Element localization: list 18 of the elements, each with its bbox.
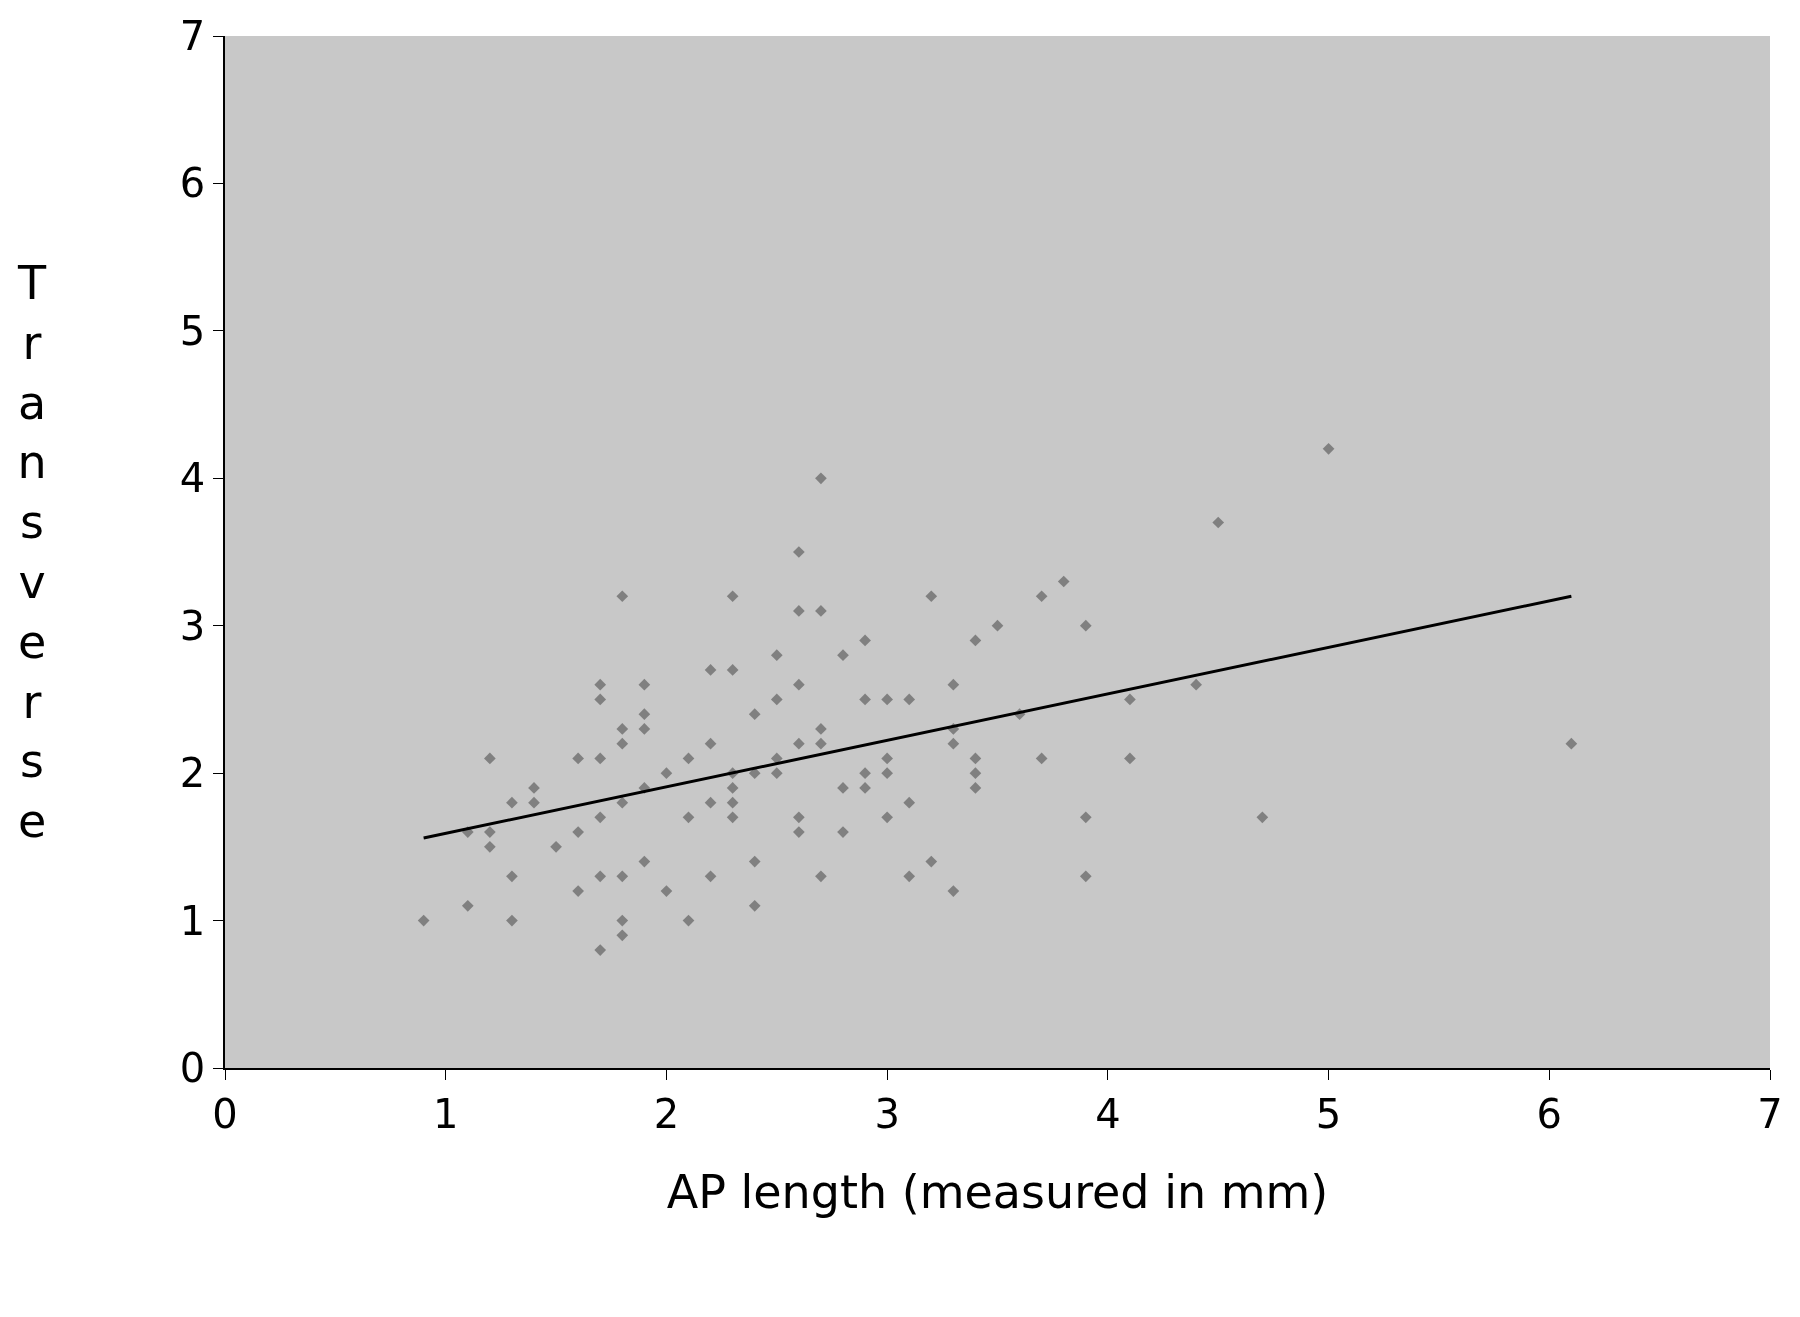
text: Transverse	[17, 256, 47, 849]
y-tick-label: 1	[179, 897, 206, 944]
y-tick-label: 7	[179, 13, 206, 59]
y-tick-label: 3	[179, 602, 206, 649]
y-tick-label: 4	[179, 455, 206, 502]
x-tick-label: 1	[432, 1090, 459, 1137]
x-axis-title: AP length (measured in mm)	[666, 1164, 1329, 1219]
x-tick-label: 4	[1095, 1090, 1121, 1137]
y-tick-label: 6	[179, 160, 206, 207]
x-tick-label: 6	[1536, 1090, 1563, 1137]
x-tick-label: 7	[1757, 1090, 1783, 1137]
y-tick-label: 0	[179, 1045, 206, 1091]
x-tick-label: 3	[874, 1090, 900, 1137]
x-tick-label: 5	[1315, 1090, 1342, 1137]
x-tick-label: 0	[212, 1090, 238, 1137]
x-tick-label: 2	[653, 1090, 680, 1137]
y-tick-label: 2	[179, 750, 206, 797]
y-tick-label: 5	[179, 307, 206, 354]
